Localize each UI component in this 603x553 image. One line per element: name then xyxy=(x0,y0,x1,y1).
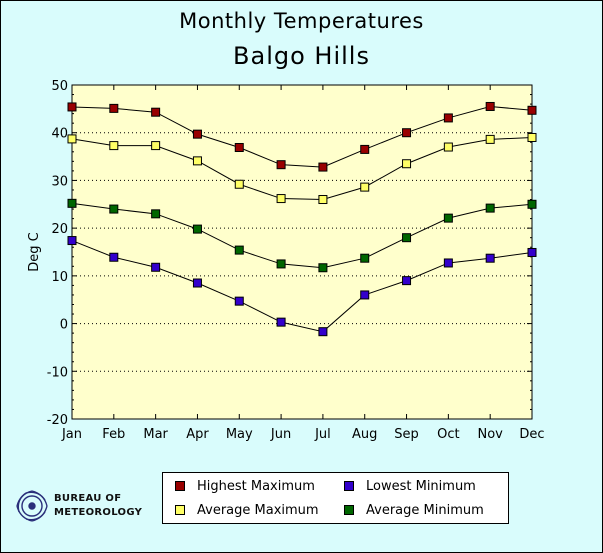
legend-label-lowest-minimum: Lowest Minimum xyxy=(366,478,476,494)
data-point-3-6 xyxy=(318,327,328,337)
legend-label-highest-maximum: Highest Maximum xyxy=(197,478,315,494)
data-point-2-8 xyxy=(402,233,412,243)
data-point-3-4 xyxy=(234,296,244,306)
data-point-3-3 xyxy=(192,278,202,288)
data-point-1-8 xyxy=(402,159,412,169)
data-point-3-0 xyxy=(67,236,77,246)
data-point-1-6 xyxy=(318,195,328,205)
legend-item-average-minimum: Average Minimum xyxy=(344,502,484,518)
x-tick-label: Jul xyxy=(314,427,331,442)
chart-svg: -20 -10 0 10 20 30 40 50 Jan Feb Mar Apr May Jun Jul Au… xyxy=(27,79,545,442)
x-tick-label: Sep xyxy=(394,427,419,442)
data-point-2-1 xyxy=(109,204,119,214)
data-point-2-7 xyxy=(360,253,370,263)
x-tick-label: May xyxy=(226,427,253,442)
legend-swatch-highest-maximum xyxy=(175,481,185,491)
data-point-1-9 xyxy=(443,142,453,152)
data-point-1-4 xyxy=(234,179,244,189)
data-point-2-11 xyxy=(527,199,537,209)
data-point-2-10 xyxy=(485,203,495,213)
data-point-2-9 xyxy=(443,213,453,223)
data-point-3-11 xyxy=(527,247,537,257)
data-point-0-11 xyxy=(527,105,537,115)
data-point-1-7 xyxy=(360,182,370,192)
data-point-2-4 xyxy=(234,245,244,255)
x-tick-label: Jun xyxy=(270,427,291,442)
series-line-3 xyxy=(71,240,533,333)
y-tick-label: 50 xyxy=(51,79,68,94)
data-point-0-0 xyxy=(67,102,77,112)
logo-line-1: Bureau of xyxy=(54,493,122,504)
x-tick-label: Dec xyxy=(519,427,544,442)
y-axis-title: Deg C xyxy=(27,232,42,271)
y-tick-label: 30 xyxy=(51,174,68,189)
data-point-3-5 xyxy=(276,317,286,327)
y-tick-label: -10 xyxy=(47,365,68,380)
x-tick-label: Nov xyxy=(477,427,503,442)
data-point-2-2 xyxy=(151,209,161,219)
data-point-3-7 xyxy=(360,290,370,300)
x-tick-label: Mar xyxy=(143,427,168,442)
bureau-of-meteorology-logo-icon xyxy=(16,490,48,522)
x-tick-label: Feb xyxy=(102,427,125,442)
data-point-3-1 xyxy=(109,252,119,262)
chart-subtitle: Balgo Hills xyxy=(233,42,370,70)
data-point-1-10 xyxy=(485,134,495,144)
data-point-0-6 xyxy=(318,162,328,172)
legend-label-average-maximum: Average Maximum xyxy=(197,502,319,518)
x-tick-label: Aug xyxy=(352,427,377,442)
legend-item-average-maximum: Average Maximum xyxy=(175,502,319,518)
data-point-1-2 xyxy=(151,141,161,151)
x-tick-label: Oct xyxy=(437,427,459,442)
data-point-0-9 xyxy=(443,113,453,123)
legend-swatch-lowest-minimum xyxy=(344,481,354,491)
logo-line-2: Meteorology xyxy=(54,507,143,518)
data-point-0-2 xyxy=(151,107,161,117)
series-line-1 xyxy=(71,136,533,201)
data-point-2-5 xyxy=(276,259,286,269)
data-point-0-8 xyxy=(402,128,412,138)
y-tick-label: 40 xyxy=(51,127,68,142)
y-tick-label: -20 xyxy=(47,413,68,428)
y-tick-label: 20 xyxy=(51,222,68,237)
legend-item-lowest-minimum: Lowest Minimum xyxy=(344,478,476,494)
data-point-0-4 xyxy=(234,143,244,153)
chart-title: Monthly Temperatures xyxy=(179,9,424,33)
data-point-3-8 xyxy=(402,276,412,286)
series-line-0 xyxy=(71,105,533,168)
series-line-2 xyxy=(71,202,533,269)
data-point-0-10 xyxy=(485,101,495,111)
data-point-1-11 xyxy=(527,132,537,142)
data-point-2-3 xyxy=(192,224,202,234)
legend: Highest Maximum Lowest Minimum Average M… xyxy=(162,472,509,524)
plot-area xyxy=(71,84,533,420)
x-tick-label: Jan xyxy=(61,427,82,442)
y-tick-label: 10 xyxy=(51,270,68,285)
data-point-0-5 xyxy=(276,160,286,170)
data-point-3-2 xyxy=(151,262,161,272)
data-point-3-10 xyxy=(485,253,495,263)
legend-label-average-minimum: Average Minimum xyxy=(366,502,484,518)
x-tick-label: Apr xyxy=(186,427,209,442)
data-point-0-7 xyxy=(360,144,370,154)
data-point-3-9 xyxy=(443,258,453,268)
data-point-1-0 xyxy=(67,134,77,144)
data-point-0-3 xyxy=(192,129,202,139)
legend-item-highest-maximum: Highest Maximum xyxy=(175,478,315,494)
bureau-of-meteorology-wordmark: Bureau of Meteorology xyxy=(54,492,142,520)
legend-swatch-average-minimum xyxy=(344,505,354,515)
data-point-2-0 xyxy=(67,198,77,208)
data-point-0-1 xyxy=(109,103,119,113)
y-tick-label: 0 xyxy=(60,318,68,333)
data-point-1-5 xyxy=(276,194,286,204)
data-point-1-1 xyxy=(109,141,119,151)
data-point-1-3 xyxy=(192,156,202,166)
data-point-2-6 xyxy=(318,263,328,273)
legend-swatch-average-maximum xyxy=(175,505,185,515)
